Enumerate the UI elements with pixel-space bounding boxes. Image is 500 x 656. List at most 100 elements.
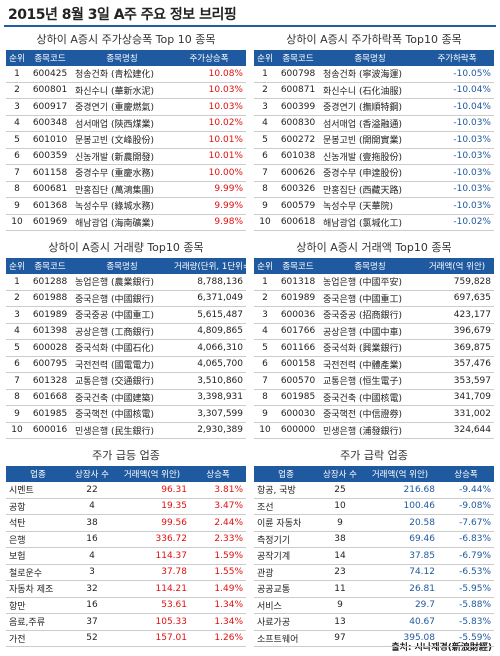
column-header: 종목명칭	[72, 50, 172, 66]
table-row: 항공, 국방 25 216.68 -9.44%	[254, 482, 494, 499]
table-cell: 341,709	[420, 389, 494, 406]
table-cell: 601766	[276, 323, 320, 340]
table-cell: 600681	[28, 181, 72, 198]
column-header: 종목코드	[276, 50, 320, 66]
table-cell: 5	[254, 131, 276, 149]
table-cell: 2	[6, 290, 28, 307]
table-cell: 13	[318, 613, 362, 631]
table-block: 상하이 A증시 거래액 Top10 종목 순위 종목코드 종목명칭 거래액(억 위안) 1…	[254, 238, 494, 439]
table-cell: 3	[70, 564, 114, 581]
table-cell: 16	[70, 531, 114, 548]
column-header: 상승폭	[438, 466, 494, 482]
table-cell: 600000	[276, 422, 320, 439]
table-body: 항공, 국방 25 216.68 -9.44% 조선 10 100.46 -9.08% 이륜 자…	[254, 482, 494, 647]
table-cell: -5.59%	[438, 630, 494, 647]
table-cell: 23	[318, 564, 362, 581]
table-cell: 4	[6, 115, 28, 132]
table-cell: 공상은행 (中國中車)	[320, 323, 420, 340]
table-row: 10 601969 해남광업 (海南礦業) 9.98%	[6, 214, 246, 231]
table-cell: 10	[254, 214, 276, 231]
table-cell: 3,307,599	[172, 405, 246, 423]
table-cell: 5	[254, 339, 276, 357]
table-cell: 3	[254, 306, 276, 324]
table-cell: 601668	[28, 389, 72, 406]
table-cell: 395.08	[362, 630, 438, 647]
column-header: 순위	[254, 50, 276, 66]
table-cell: 섬서매업 (陝西煤業)	[72, 115, 172, 132]
table-cell: 3.81%	[190, 482, 246, 499]
column-header: 종목코드	[28, 50, 72, 66]
table-cell: 601318	[276, 274, 320, 291]
table-cell: 4,065,700	[172, 356, 246, 373]
table-cell: 601288	[28, 274, 72, 291]
column-header: 종목코드	[276, 258, 320, 274]
table-cell: -6.79%	[438, 547, 494, 565]
column-header: 거래액(억 위안)	[362, 466, 438, 482]
table-cell: 1.34%	[190, 613, 246, 631]
table-head: 순위 종목코드 종목명칭 주가상승폭	[6, 50, 246, 66]
table-cell: 중경수무 (申達股份)	[320, 164, 420, 182]
table-cell: 4,066,310	[172, 339, 246, 357]
table-cell: 2.44%	[190, 514, 246, 532]
table-cell: 600579	[276, 197, 320, 215]
table-cell: 중국건축 (中國核電)	[320, 389, 420, 406]
table-row: 5 600028 중국석화 (中國石化) 4,066,310	[6, 339, 246, 357]
table-cell: 중경연기 (重慶燃氣)	[72, 98, 172, 116]
table-cell: 녹성수무 (天華院)	[320, 197, 420, 215]
table-row: 서비스 9 29.7 -5.88%	[254, 597, 494, 614]
data-table: 업종 상장사 수 거래액(억 위안) 상승폭 항공, 국방 25 216.68 -9.44% 조…	[254, 466, 494, 647]
table-cell: 600801	[28, 82, 72, 99]
column-header: 주가하락폭	[420, 50, 494, 66]
table-cell: -10.03%	[420, 148, 494, 165]
table-cell: -7.67%	[438, 514, 494, 532]
table-cell: 600326	[276, 181, 320, 198]
table-cell: 5	[6, 131, 28, 149]
table-cell: 중경수무 (重慶水務)	[72, 164, 172, 182]
table-cell: -10.04%	[420, 82, 494, 99]
table-cell: 10.01%	[172, 131, 246, 149]
table-row: 사료가공 13 40.67 -5.83%	[254, 613, 494, 631]
table-cell: 청송건화 (寧波海運)	[320, 66, 420, 83]
table-cell: 216.68	[362, 482, 438, 499]
table-cell: 600570	[276, 372, 320, 390]
data-table: 순위 종목코드 종목명칭 거래액(억 위안) 1 601318 농업은행 (中國平安) 759…	[254, 258, 494, 439]
table-cell: 1.26%	[190, 630, 246, 647]
table-head: 순위 종목코드 종목명칭 거래액(억 위안)	[254, 258, 494, 274]
table-cell: 9	[254, 405, 276, 423]
table-cell: 600028	[28, 339, 72, 357]
table-row: 7 600626 중경수무 (申達股份) -10.03%	[254, 164, 494, 182]
column-header: 상장사 수	[70, 466, 114, 482]
table-cell: 4	[254, 115, 276, 132]
table-cell: 369,875	[420, 339, 494, 357]
table-cell: 38	[318, 531, 362, 548]
table-row: 3 600036 중국중공 (招商銀行) 423,177	[254, 306, 494, 324]
header-row: 업종 상장사 수 거래액(억 위안) 상승폭	[254, 466, 494, 482]
table-row: 2 601988 중국은행 (中國銀行) 6,371,049	[6, 290, 246, 307]
table-cell: 6	[254, 148, 276, 165]
table-cell: 공공교통	[254, 580, 318, 598]
table-cell: 신농개발 (壹拖股份)	[320, 148, 420, 165]
table-cell: 시멘트	[6, 482, 70, 499]
table-row: 공항 4 19.35 3.47%	[6, 498, 246, 515]
table-body: 1 601288 농업은행 (農業銀行) 8,788,136 2 601988 중국은행 (…	[6, 274, 246, 439]
table-cell: 중국핵전 (中信證券)	[320, 405, 420, 423]
table-cell: 농업은행 (中國平安)	[320, 274, 420, 291]
table-cell: 문봉고빈 (開開實業)	[320, 131, 420, 149]
table-cell: 601985	[28, 405, 72, 423]
table-row: 8 601668 중국건축 (中國建築) 3,398,931	[6, 389, 246, 406]
table-cell: 만홍집단 (西藏天路)	[320, 181, 420, 198]
table-cell: 해남광업 (氯堿化工)	[320, 214, 420, 231]
table-head: 업종 상장사 수 거래액(억 위안) 상승폭	[6, 466, 246, 482]
table-cell: 22	[70, 482, 114, 499]
table-head: 순위 종목코드 종목명칭 주가하락폭	[254, 50, 494, 66]
table-block: 주가 급등 업종 업종 상장사 수 거래액(억 위안) 상승폭 시멘트 22 96.31 3.8…	[6, 446, 246, 647]
column-header: 종목명칭	[320, 258, 420, 274]
column-header: 상승폭	[190, 466, 246, 482]
table-cell: -6.83%	[438, 531, 494, 548]
table-body: 시멘트 22 96.31 3.81% 공항 4 19.35 3.47% 석탄 38 99.56 2.4…	[6, 482, 246, 647]
table-row: 관광 23 74.12 -6.53%	[254, 564, 494, 581]
table-cell: 26.81	[362, 580, 438, 598]
